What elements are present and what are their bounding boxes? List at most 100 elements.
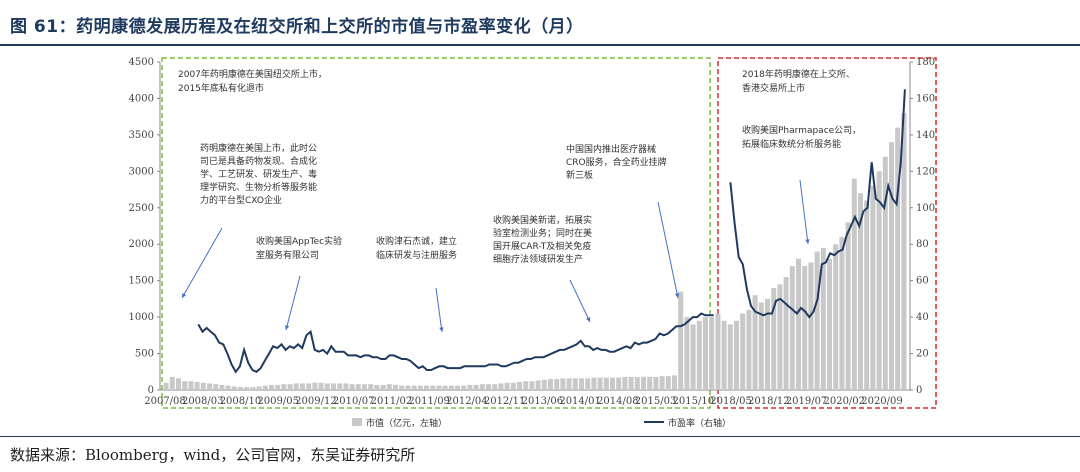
- annotation-arrowhead: [182, 293, 187, 298]
- market-cap-bar: [796, 258, 801, 390]
- nyse-period-box: [161, 57, 711, 409]
- legend-bar-label: 市值（亿元，左轴）: [366, 417, 447, 429]
- market-cap-bar: [771, 287, 777, 390]
- left-tick-label: 2500: [129, 203, 154, 214]
- market-cap-bar: [281, 384, 287, 390]
- market-cap-bar: [746, 309, 752, 390]
- figure-title: 图 61：药明康德发展历程及在纽交所和上交所的市值与市盈率变化（月）: [10, 17, 584, 37]
- annotation-arrow: [181, 227, 223, 299]
- annotation-text: 国开展CAR-T及相关免疫: [493, 240, 591, 252]
- annotation-text: 拓展临床数统分析服务能: [742, 138, 841, 150]
- market-cap-bar: [455, 385, 460, 390]
- annotation-text: 临床研发与注册服务: [376, 249, 457, 261]
- market-cap-bar: [349, 384, 355, 390]
- annotation-text: 收购美国AppTec实验: [256, 235, 342, 247]
- market-cap-bar: [709, 317, 715, 390]
- market-cap-bar: [659, 376, 665, 390]
- market-cap-bar: [262, 385, 268, 390]
- market-cap-bar: [895, 127, 901, 390]
- x-tick-label: 2015/03: [635, 396, 677, 407]
- left-tick-label: 4000: [129, 93, 154, 104]
- annotation-text: 学、工艺研发、研发生产、毒: [200, 168, 317, 180]
- market-cap-bar: [653, 376, 659, 390]
- market-cap-bar: [560, 378, 566, 390]
- market-cap-bar: [622, 376, 628, 390]
- x-tick-label: 2018/12: [748, 396, 790, 407]
- market-cap-bar: [225, 385, 231, 390]
- market-cap-bar: [703, 317, 708, 390]
- market-cap-bar: [901, 113, 907, 391]
- left-tick-label: 0: [148, 385, 154, 396]
- market-cap-bar: [851, 178, 857, 390]
- market-cap-bar: [616, 377, 622, 390]
- market-cap-bar: [672, 375, 677, 390]
- annotation-text: 理学研究、生物分析等服务能: [200, 181, 317, 193]
- market-cap-bar: [610, 377, 615, 390]
- market-cap-bar: [306, 383, 312, 390]
- annotation-arrow: [285, 275, 301, 331]
- market-cap-bar: [628, 376, 634, 390]
- market-cap-bar: [275, 384, 281, 390]
- right-tick-label: 180: [916, 57, 935, 68]
- header-rule: [0, 44, 1080, 46]
- market-cap-bar: [603, 377, 609, 390]
- x-tick-label: 2011/09: [408, 396, 450, 407]
- market-cap-bar: [467, 384, 473, 390]
- market-cap-bar: [870, 185, 876, 390]
- market-cap-bar: [393, 384, 398, 390]
- legend-line-label: 市盈率（右轴）: [668, 417, 731, 429]
- market-cap-bar: [324, 383, 330, 390]
- market-cap-bar: [889, 142, 894, 390]
- market-cap-bar: [430, 385, 436, 390]
- market-cap-bar: [231, 386, 237, 390]
- annotation-text: 司已是具备药物发现、合成化: [200, 155, 317, 167]
- market-cap-bar: [696, 320, 702, 390]
- market-cap-bar: [591, 377, 597, 390]
- annotation-text: CRO服务，合全药业挂牌: [566, 156, 667, 168]
- market-cap-bar: [343, 383, 349, 390]
- market-cap-bar: [882, 156, 888, 390]
- market-cap-bar: [839, 236, 845, 390]
- x-tick-label: 2012/04: [446, 396, 488, 407]
- market-cap-bar: [777, 284, 783, 390]
- market-cap-bar: [182, 381, 188, 390]
- market-cap-bar: [820, 247, 826, 390]
- market-cap-bar: [362, 384, 367, 390]
- market-cap-bar: [498, 383, 504, 390]
- annotation-text: 细胞疗法领域研发生产: [493, 253, 583, 265]
- market-cap-bar: [213, 384, 219, 390]
- market-cap-bar: [690, 324, 696, 390]
- left-tick-label: 3500: [129, 130, 154, 141]
- legend-bar-swatch: [352, 418, 362, 426]
- market-cap-bar: [405, 385, 411, 390]
- market-cap-bar: [597, 377, 603, 390]
- market-cap-bar: [461, 385, 467, 390]
- market-cap-bar: [876, 171, 882, 390]
- annotation-arrowhead: [805, 239, 810, 244]
- market-cap-bar: [827, 258, 832, 390]
- market-cap-bar: [765, 298, 770, 390]
- market-cap-bar: [244, 387, 250, 390]
- market-cap-bar: [424, 385, 429, 390]
- right-tick-label: 160: [916, 93, 935, 104]
- annotation-text: 力的平台型CXO企业: [200, 194, 282, 206]
- x-tick-label: 2009/05: [257, 396, 299, 407]
- market-cap-bar: [845, 222, 851, 390]
- right-tick-label: 80: [916, 239, 929, 250]
- market-cap-bar: [802, 266, 808, 390]
- market-cap-bar: [554, 379, 560, 390]
- annotation-text: 2018年药明康德在上交所、: [742, 68, 855, 80]
- annotation-text: 新三板: [566, 169, 593, 181]
- annotation-text: 2007年药明康德在美国纽交所上市，: [178, 68, 327, 80]
- market-cap-bar: [783, 277, 789, 390]
- market-cap-bar: [163, 382, 169, 390]
- x-tick-label: 2014/01: [559, 396, 601, 407]
- market-cap-bar: [355, 384, 361, 390]
- market-cap-bar: [479, 384, 485, 390]
- market-cap-bar: [789, 266, 795, 390]
- market-cap-bar: [572, 378, 578, 390]
- left-tick-label: 2000: [129, 239, 154, 250]
- annotation-text: 收购美国Pharmapace公司，: [742, 124, 861, 136]
- market-cap-bar: [504, 382, 510, 390]
- annotation-text: 收购津石杰诚，建立: [376, 235, 457, 247]
